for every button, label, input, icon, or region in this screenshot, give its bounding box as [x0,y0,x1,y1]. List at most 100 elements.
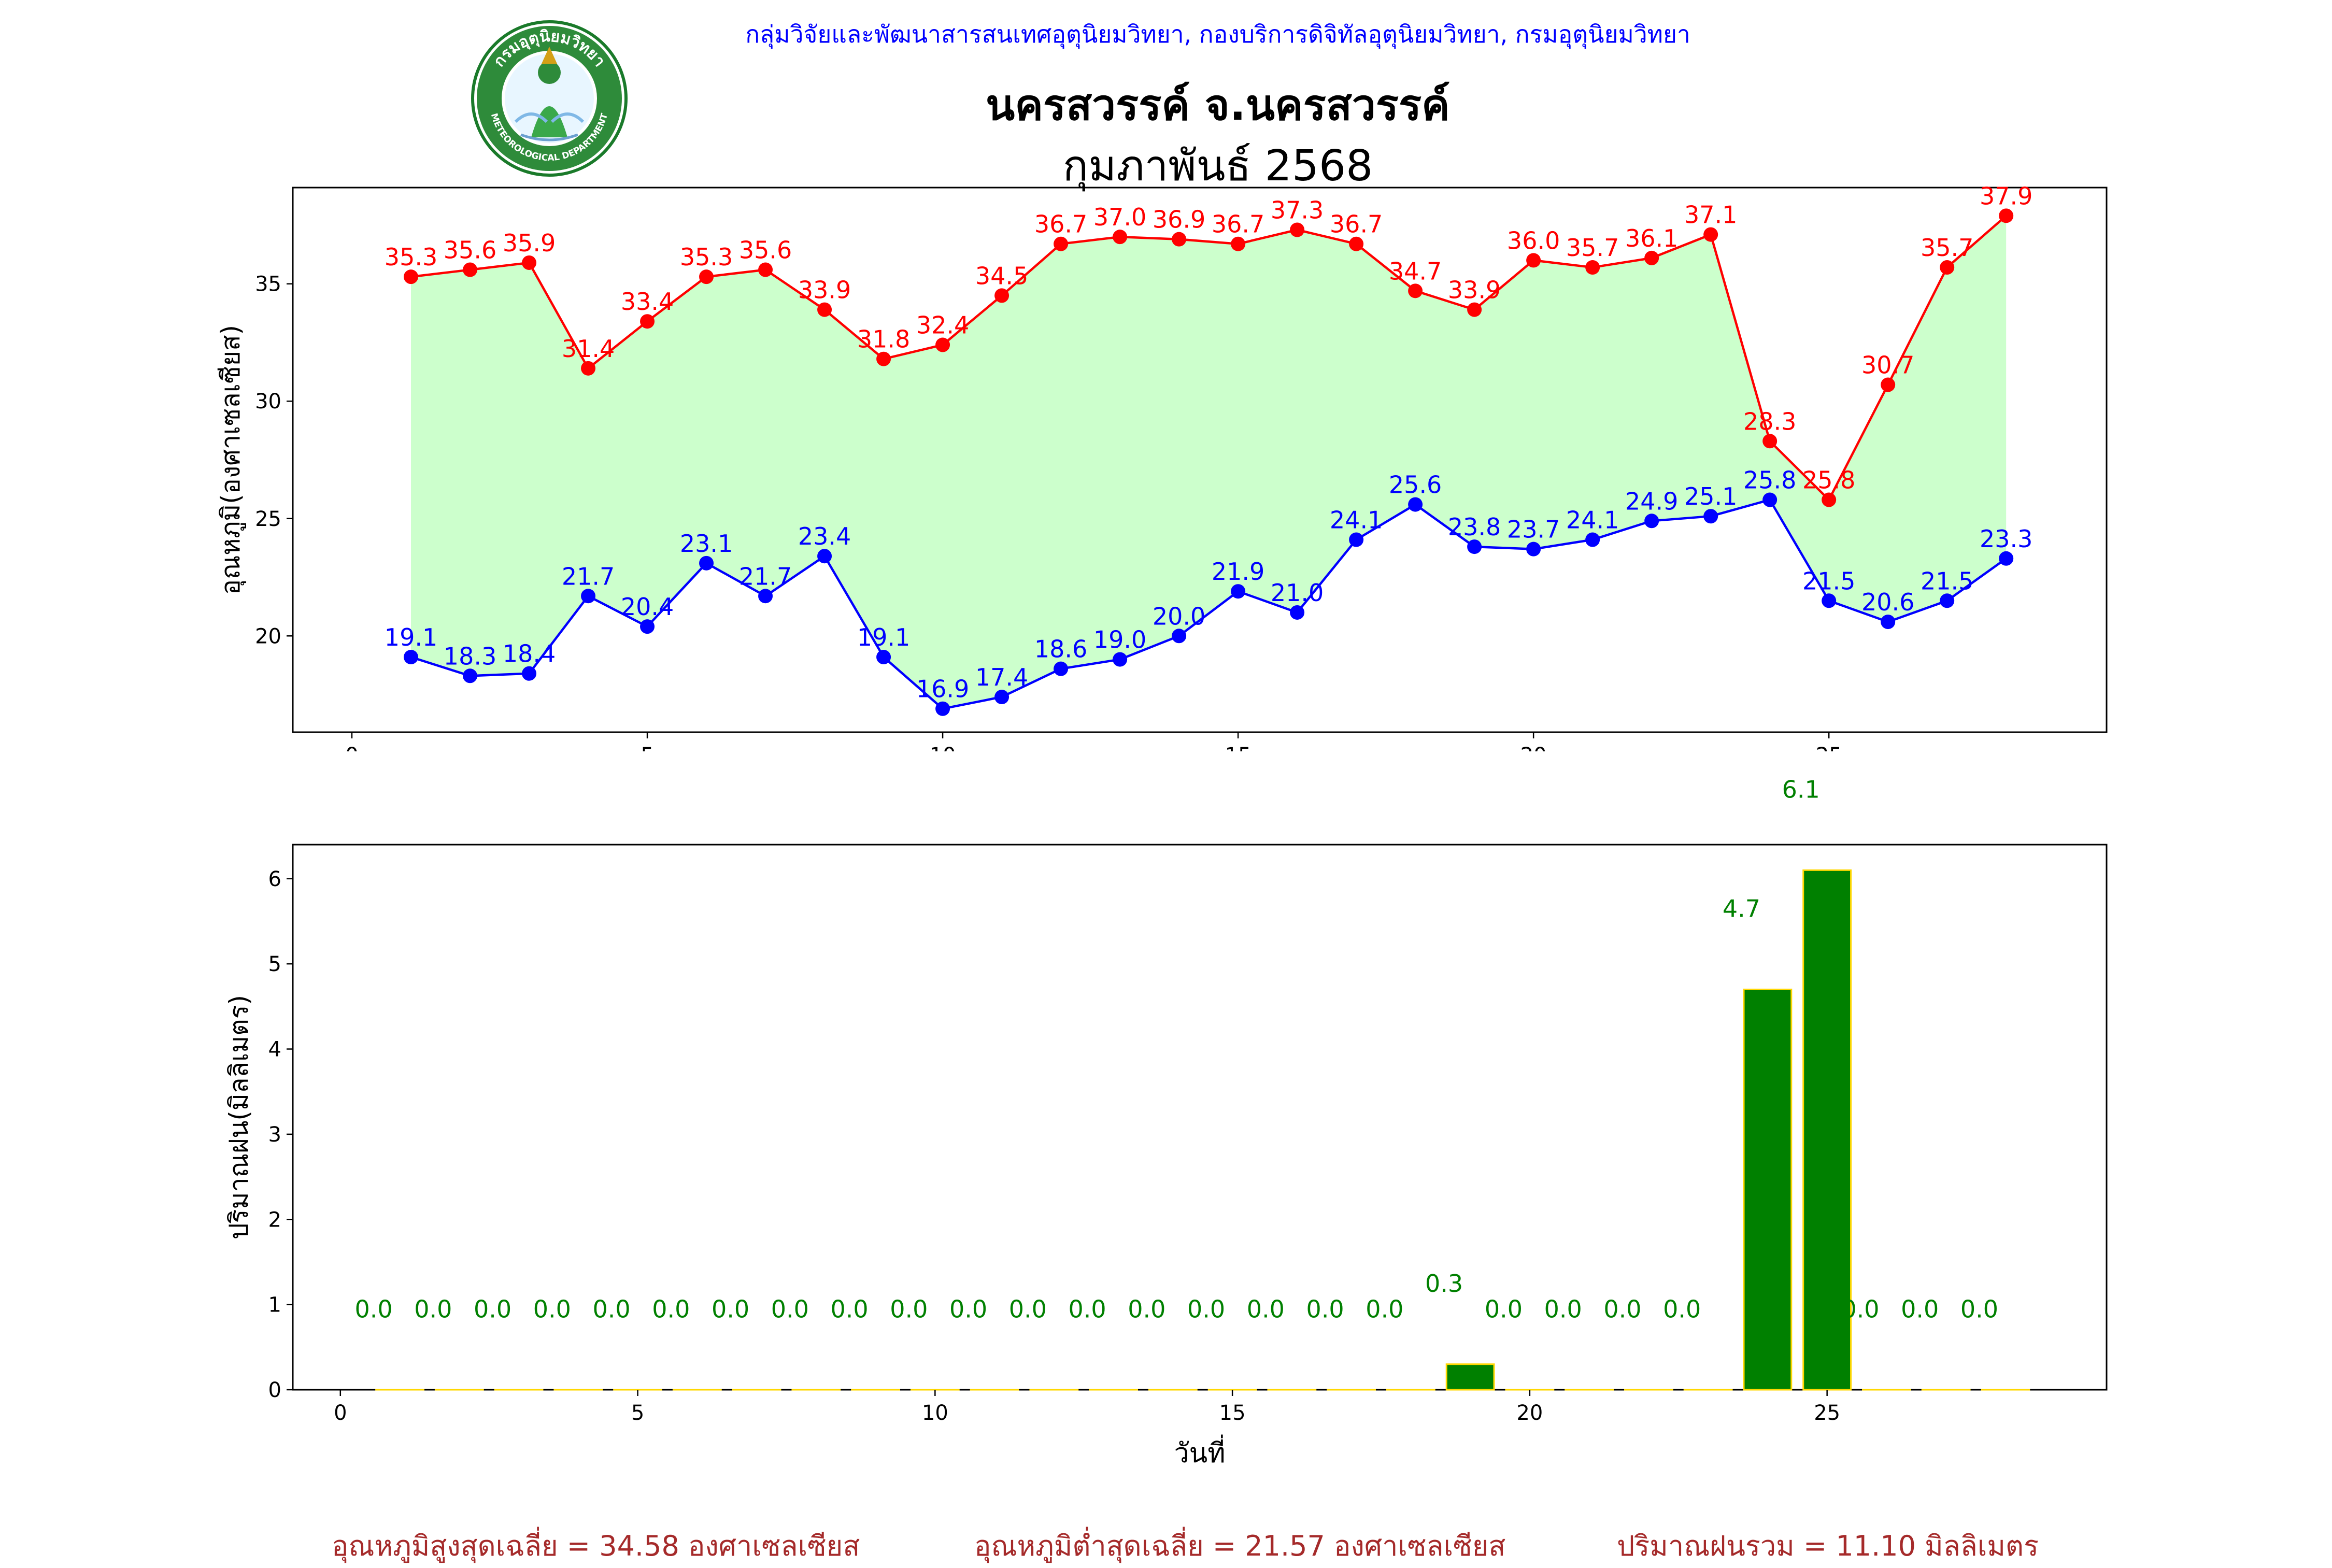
max-temp-point [1703,227,1718,242]
rain-value-label: 0.0 [1247,1295,1285,1323]
max-temp-point [404,269,418,284]
max-temp-value-label: 37.9 [1980,182,2032,210]
max-temp-point [640,314,655,329]
max-temp-value-label: 34.7 [1389,257,1442,285]
rain-bar [1446,1364,1494,1390]
rain-value-label: 0.3 [1425,1270,1463,1298]
max-temp-point [1113,230,1127,244]
min-temp-value-label: 20.0 [1153,602,1205,630]
max-temp-point [1408,283,1423,298]
max-temp-value-label: 31.8 [857,325,910,353]
max-temp-point [1290,223,1304,237]
rain-y-tick-label: 2 [268,1208,281,1232]
rain-value-label: 0.0 [712,1295,749,1323]
min-temp-point [1822,593,1836,608]
min-temp-value-label: 19.0 [1093,626,1146,654]
max-temp-point [1881,378,1895,392]
max-temp-point [1526,253,1541,267]
min-temp-point [1585,533,1600,547]
min-temp-point [699,556,714,571]
station-title: นครสวรรค์ จ.นครสวรรค์ [518,72,1917,139]
max-temp-point [463,263,477,277]
max-temp-point [581,361,595,376]
rain-value-label: 6.1 [1782,776,1820,804]
min-temp-point [522,666,536,681]
max-temp-value-label: 35.7 [1566,234,1619,262]
rain-y-tick-label: 6 [268,867,281,891]
rain-value-label: 4.7 [1723,895,1760,923]
rain-y-tick-label: 1 [268,1293,281,1317]
rain-value-label: 0.0 [1544,1295,1582,1323]
max-temp-value-label: 25.8 [1802,466,1855,494]
min-temp-point [404,650,418,664]
min-temp-value-label: 23.1 [680,530,733,558]
rain-value-label: 0.0 [1603,1295,1641,1323]
rain-x-tick-label: 0 [334,1401,347,1425]
rain-x-tick-label: 20 [1516,1401,1543,1425]
rain-value-label: 0.0 [1009,1295,1047,1323]
rain-x-tick-label: 25 [1814,1401,1840,1425]
max-temp-value-label: 36.7 [1330,210,1383,238]
max-temp-value-label: 37.3 [1271,196,1324,224]
avg-min-temp: อุณหภูมิต่ำสุดเฉลี่ย = 21.57 องศาเซลเซีย… [974,1523,1505,1568]
max-temp-value-label: 35.6 [444,236,496,264]
max-temp-value-label: 36.7 [1212,210,1264,238]
rain-bar [1744,989,1791,1390]
rain-value-label: 0.0 [1128,1295,1165,1323]
min-temp-point [1349,533,1363,547]
max-temp-point [994,288,1009,303]
rain-value-label: 0.0 [831,1295,869,1323]
min-temp-point [1940,593,1954,608]
max-temp-point [1822,493,1836,507]
max-temp-value-label: 32.4 [916,311,969,339]
rain-value-label: 0.0 [1306,1295,1344,1323]
max-temp-point [1644,251,1659,265]
min-temp-value-label: 24.1 [1330,506,1383,534]
min-temp-value-label: 25.6 [1389,471,1442,499]
min-temp-value-label: 20.6 [1861,588,1914,616]
min-temp-point [1467,539,1482,554]
max-temp-value-label: 35.3 [385,243,437,271]
rain-value-label: 0.0 [1841,1295,1879,1323]
max-temp-point [817,303,832,317]
rain-value-label: 0.0 [354,1295,392,1323]
rain-value-label: 0.0 [949,1295,987,1323]
max-temp-point [758,263,773,277]
rain-value-label: 0.0 [1187,1295,1225,1323]
rain-value-label: 0.0 [533,1295,571,1323]
max-temp-point [1231,237,1245,251]
max-temp-point [1467,303,1482,317]
rain-y-tick-label: 5 [268,952,281,976]
max-temp-point [876,352,891,366]
max-temp-point [1585,260,1600,275]
max-temp-point [1762,434,1777,448]
max-temp-value-label: 31.4 [562,335,615,363]
min-temp-value-label: 18.6 [1034,635,1087,663]
min-temp-point [1762,493,1777,507]
min-temp-point [1703,509,1718,523]
min-temp-point [1290,605,1304,620]
max-temp-point [522,255,536,270]
max-temp-value-label: 30.7 [1861,351,1914,379]
min-temp-value-label: 23.7 [1507,516,1560,544]
rain-value-label: 0.0 [593,1295,631,1323]
min-temp-value-label: 17.4 [975,663,1028,691]
temp-y-tick-label: 25 [255,507,281,531]
rain-value-label: 0.0 [1663,1295,1701,1323]
min-temp-point [1526,542,1541,557]
min-temp-point [758,589,773,603]
total-rainfall: ปริมาณฝนรวม = 11.10 มิลลิเมตร [1617,1523,2039,1568]
min-temp-value-label: 18.3 [444,642,496,670]
min-temp-value-label: 21.0 [1271,579,1324,607]
max-temp-point [935,338,950,352]
avg-max-temp: อุณหภูมิสูงสุดเฉลี่ย = 34.58 องศาเซลเซีย… [332,1523,860,1568]
max-temp-point [1940,260,1954,275]
min-temp-point [1172,629,1186,643]
rain-value-label: 0.0 [1960,1295,1998,1323]
rain-y-tick-label: 3 [268,1123,281,1147]
min-temp-value-label: 16.9 [916,675,969,703]
max-temp-point [1999,208,2013,223]
temp-y-tick-label: 20 [255,624,281,648]
max-temp-point [1054,237,1068,251]
